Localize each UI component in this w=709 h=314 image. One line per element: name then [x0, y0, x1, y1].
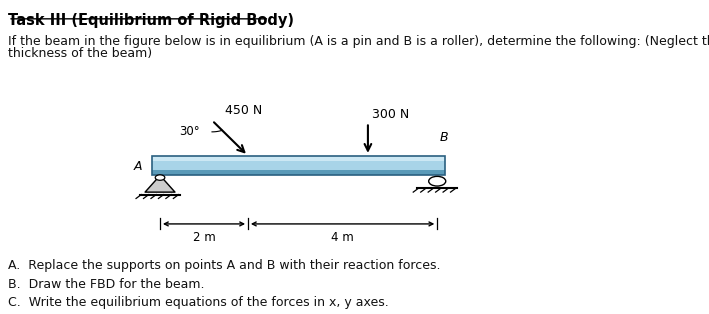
Bar: [152, 170, 445, 176]
Text: B: B: [440, 131, 448, 144]
Text: 30°: 30°: [179, 125, 200, 138]
Text: C.  Write the equilibrium equations of the forces in x, y axes.: C. Write the equilibrium equations of th…: [8, 296, 389, 309]
Polygon shape: [145, 176, 175, 192]
Text: thickness of the beam): thickness of the beam): [8, 47, 152, 60]
Text: Task III (Equilibrium of Rigid Body): Task III (Equilibrium of Rigid Body): [8, 14, 294, 28]
Text: A: A: [134, 160, 143, 173]
Bar: [152, 161, 445, 170]
Text: 450 N: 450 N: [225, 104, 262, 117]
Text: A.  Replace the supports on points A and B with their reaction forces.: A. Replace the supports on points A and …: [8, 259, 440, 272]
Circle shape: [155, 175, 164, 180]
Text: 4 m: 4 m: [331, 231, 354, 245]
Bar: [152, 156, 445, 176]
Bar: [152, 156, 445, 161]
Text: B.  Draw the FBD for the beam.: B. Draw the FBD for the beam.: [8, 278, 205, 290]
Text: 2 m: 2 m: [193, 231, 216, 245]
Circle shape: [429, 176, 446, 186]
Text: 300 N: 300 N: [372, 108, 409, 121]
Text: If the beam in the figure below is in equilibrium (A is a pin and B is a roller): If the beam in the figure below is in eq…: [8, 35, 709, 48]
